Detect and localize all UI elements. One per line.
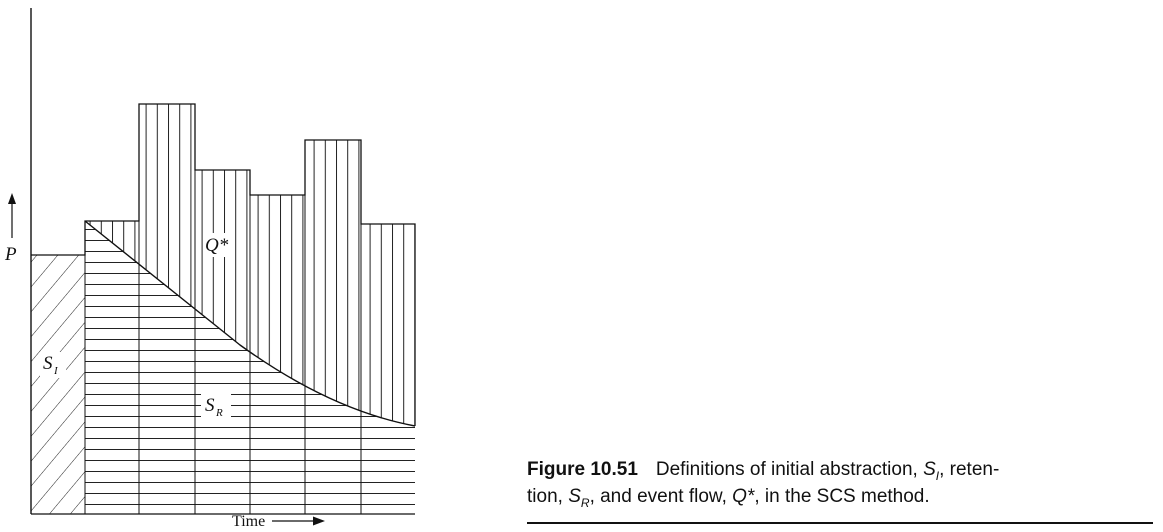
precipitation-bars-outline (31, 103, 416, 426)
retention-curve (84, 220, 416, 427)
initial-abstraction-label-sub: I (53, 365, 59, 377)
x-axis-label: Time (232, 513, 265, 530)
caption-text-4: , and event flow, (589, 486, 733, 507)
initial-abstraction-label-bg (40, 352, 66, 378)
retention-label: S (205, 395, 215, 416)
retention-label-sub: R (215, 407, 223, 419)
y-axis-arrow (8, 193, 16, 238)
caption-q-star: Q* (732, 486, 755, 507)
caption-si-main: S (923, 459, 936, 480)
figure-number: Figure 10.51 (527, 459, 638, 480)
retention-label-bg (201, 394, 231, 418)
event-flow-label: Q* (205, 235, 229, 256)
caption-sr-sub: R (580, 495, 590, 510)
event-flow-label-bg (203, 233, 235, 257)
caption-text-2: , reten- (939, 459, 1000, 480)
caption-text-5: , in the SCS method. (754, 486, 930, 507)
bar-dividers (84, 170, 362, 514)
x-axis-arrow (272, 516, 325, 526)
caption-rule (527, 522, 1153, 524)
initial-abstraction-region (31, 255, 85, 514)
figure-caption: Figure 10.51 Definitions of initial abstr… (527, 456, 1153, 510)
caption-text-3: tion, (527, 486, 569, 507)
y-axis-label: P (4, 244, 17, 265)
initial-abstraction-label: S (43, 353, 53, 374)
scs-method-diagram: P Time S I S R Q* (4, 8, 416, 530)
caption-sr-main: S (568, 486, 581, 507)
caption-text-1: Definitions of initial abstraction, (655, 459, 924, 480)
caption-si-sub: I (935, 468, 940, 483)
